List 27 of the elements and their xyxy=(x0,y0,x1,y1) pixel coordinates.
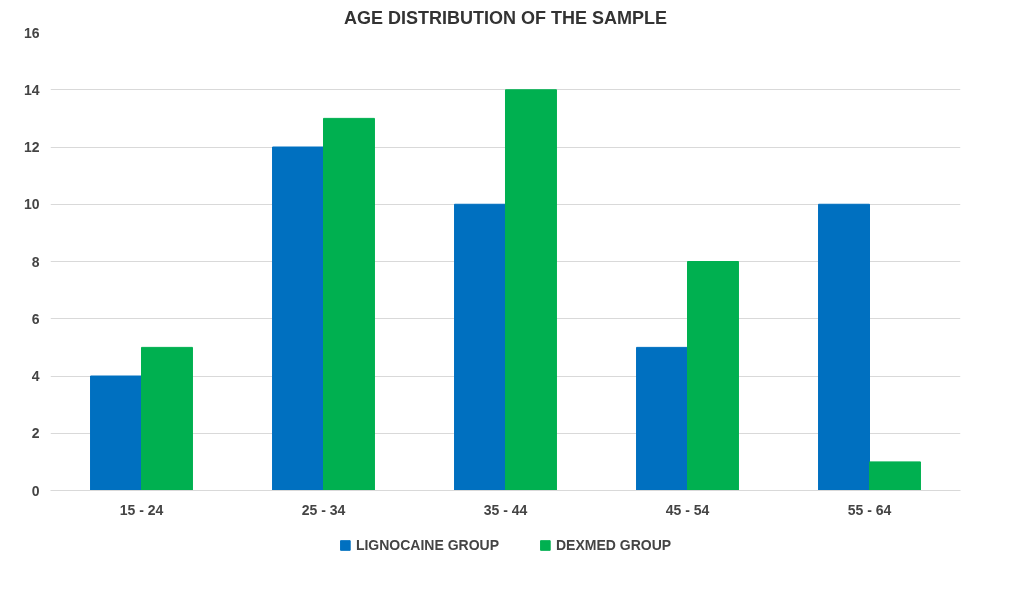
y-tick-label: 10 xyxy=(23,196,40,213)
x-tick-label: 55 - 64 xyxy=(847,501,892,518)
chart-title: AGE DISTRIBUTION OF THE SAMPLE xyxy=(344,7,668,28)
legend-label: DEXMED GROUP xyxy=(556,537,672,553)
y-tick-label: 0 xyxy=(31,482,40,499)
x-tick-label: 35 - 44 xyxy=(483,501,528,518)
x-tick-label: 25 - 34 xyxy=(301,501,346,518)
y-tick-label: 2 xyxy=(31,425,40,442)
y-tick-label: 16 xyxy=(23,24,40,41)
y-tick-label: 8 xyxy=(31,253,40,270)
bar xyxy=(90,375,142,491)
bar xyxy=(869,461,921,491)
y-tick-label: 12 xyxy=(23,139,40,155)
bar xyxy=(818,203,870,491)
y-tick-label: 14 xyxy=(23,81,40,98)
bar xyxy=(505,89,557,491)
bar xyxy=(454,203,506,491)
bar xyxy=(323,117,375,491)
legend-label: LIGNOCAINE GROUP xyxy=(355,537,499,553)
y-tick-label: 4 xyxy=(31,368,40,384)
bar xyxy=(687,261,739,491)
bar xyxy=(141,346,193,491)
bar xyxy=(272,146,324,491)
x-tick-label: 45 - 54 xyxy=(665,501,710,518)
x-tick-label: 15 - 24 xyxy=(119,501,164,518)
y-tick-label: 6 xyxy=(31,310,40,327)
bar xyxy=(636,346,688,491)
